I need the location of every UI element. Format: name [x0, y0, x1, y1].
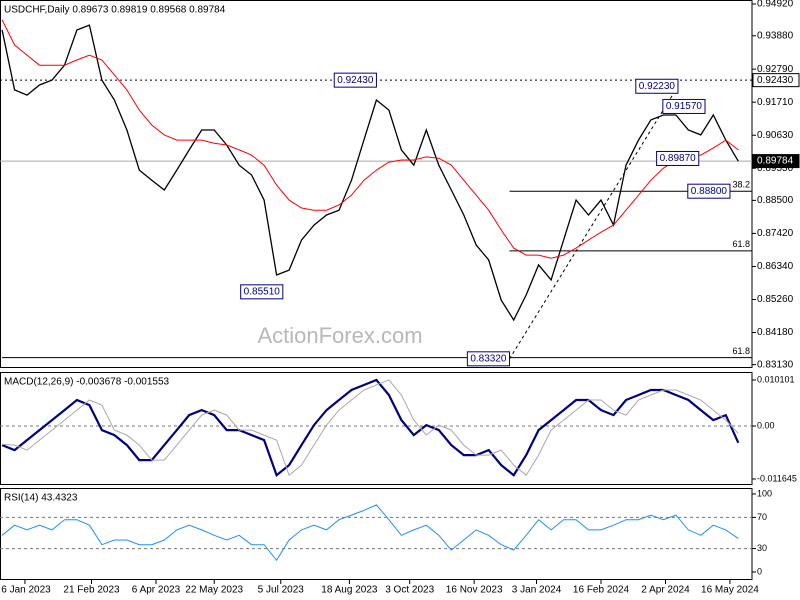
fib-label: 38.2 [732, 180, 750, 190]
fib-label: 61.8 [732, 346, 750, 356]
y-tick-label: 0.010101 [757, 374, 795, 384]
series-line [1, 19, 739, 259]
y-tick-label: 0.85260 [757, 294, 794, 305]
y-tick-label: 0.84180 [757, 327, 794, 338]
x-tick-label: 22 May 2023 [185, 585, 243, 596]
x-tick-label: 21 Feb 2023 [63, 585, 120, 596]
y-tick-label: 0.92790 [757, 64, 794, 75]
fib-label: 61.8 [732, 239, 750, 249]
y-tick-label: 0.83130 [757, 359, 794, 370]
series-line [1, 378, 740, 478]
price-label-box [635, 78, 679, 94]
y-tick-label: 0.00 [757, 420, 775, 430]
price-label-box [656, 150, 700, 166]
y-tick-label: 0.87420 [757, 228, 794, 239]
watermark: ActionForex.com [257, 323, 422, 348]
x-tick-label: 3 Oct 2023 [385, 585, 434, 596]
x-tick-label: 16 Nov 2023 [446, 585, 503, 596]
y-tick-label: 0.86340 [757, 261, 794, 272]
y-tick-label: 0.91710 [757, 97, 794, 108]
price-label: 0.92430 [337, 75, 374, 86]
y-tick-label: 0 [757, 566, 762, 576]
price-label-box [466, 351, 511, 367]
price-label-box [333, 72, 377, 88]
price-label-box [662, 98, 706, 114]
y-tick-label: 30 [757, 543, 767, 553]
y-tick-label: 70 [757, 512, 767, 522]
panel-border [0, 488, 753, 580]
price-tag [752, 154, 800, 169]
price-label-box [687, 183, 731, 199]
y-tick-label: 0.88500 [757, 195, 794, 206]
x-tick-label: 6 Apr 2023 [132, 585, 181, 596]
price-label: 0.83320 [470, 353, 507, 364]
y-tick-label: 100 [757, 488, 772, 498]
panel-title: RSI(14) 43.4323 [4, 493, 78, 504]
series-line [1, 504, 739, 562]
x-tick-label: 3 Jan 2024 [512, 585, 562, 596]
y-tick-label: 0.94920 [757, 0, 794, 10]
price-tag [752, 73, 800, 88]
x-tick-label: 2 Apr 2024 [641, 585, 690, 596]
x-tick-label: 18 Aug 2023 [321, 585, 378, 596]
y-tick-label: 0.90630 [757, 130, 794, 141]
price-tag-label: 0.92430 [757, 75, 794, 86]
series-line [2, 379, 739, 477]
panel-border [0, 372, 753, 485]
x-tick-label: 16 May 2024 [701, 585, 759, 596]
panel-border [0, 0, 753, 368]
y-tick-label: 0.93880 [757, 30, 794, 41]
y-tick-label: -0.011645 [757, 473, 797, 483]
price-label: 0.88800 [691, 186, 728, 197]
price-tag-label: 0.89784 [757, 156, 794, 167]
x-tick-label: 6 Jan 2023 [1, 585, 51, 596]
panel-title: USDCHF,Daily 0.89673 0.89819 0.89568 0.8… [4, 5, 226, 16]
series-line [1, 24, 739, 322]
x-tick-label: 5 Jul 2023 [258, 585, 305, 596]
price-label: 0.91570 [666, 101, 703, 112]
y-tick-label: 0.89550 [757, 163, 794, 174]
price-label: 0.92230 [639, 81, 676, 92]
panel-title: MACD(12,26,9) -0.003678 -0.001553 [4, 377, 170, 388]
price-label-box [240, 284, 284, 300]
price-label: 0.89870 [660, 153, 697, 164]
x-tick-label: 16 Feb 2024 [573, 585, 630, 596]
price-label: 0.85510 [244, 286, 281, 297]
